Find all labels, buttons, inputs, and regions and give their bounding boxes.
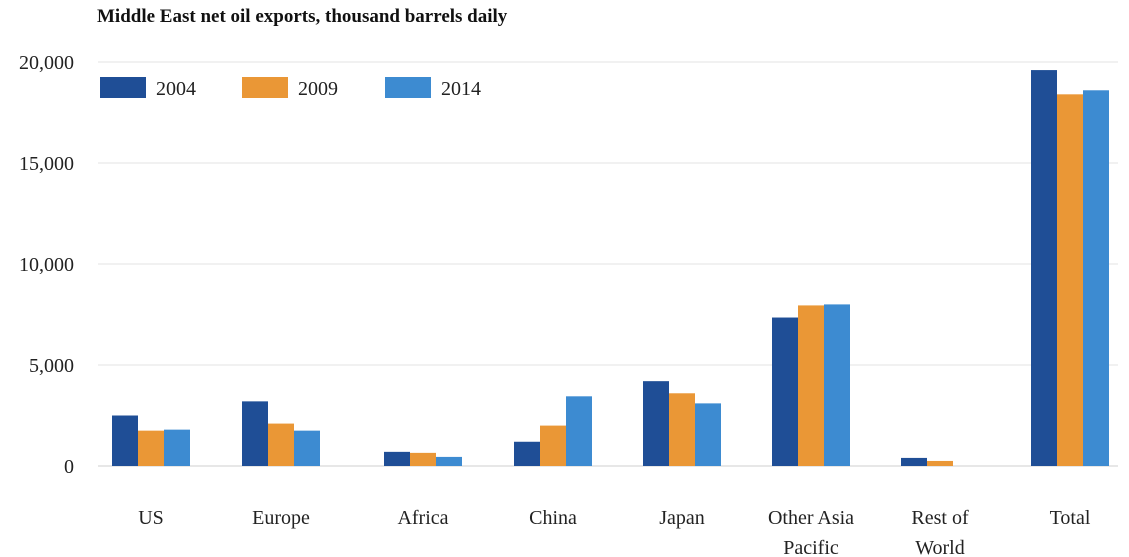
- x-tick-label: Rest of: [911, 507, 969, 529]
- bar-2004-7: [1031, 70, 1057, 466]
- bar-2014-4: [695, 403, 721, 466]
- bar-2009-2: [410, 452, 436, 466]
- bar-2009-3: [540, 425, 566, 466]
- y-tick-label: 15,000: [19, 153, 74, 175]
- bar-2009-7: [1057, 94, 1083, 466]
- x-tick-label: China: [529, 507, 577, 529]
- bar-2014-1: [294, 430, 320, 466]
- bar-2004-0: [112, 415, 138, 466]
- bar-2004-2: [384, 451, 410, 466]
- x-tick-label: Europe: [252, 507, 310, 529]
- bar-2009-4: [669, 393, 695, 466]
- legend-swatch-2004: [100, 77, 146, 98]
- y-tick-label: 10,000: [19, 254, 74, 276]
- legend-swatch-2014: [385, 77, 431, 98]
- x-tick-label: Japan: [659, 507, 705, 529]
- bar-2004-4: [643, 381, 669, 466]
- bar-2014-5: [824, 304, 850, 466]
- y-tick-label: 5,000: [29, 355, 74, 377]
- bar-2014-7: [1083, 90, 1109, 466]
- bar-2009-5: [798, 305, 824, 466]
- legend-label-2004: 2004: [156, 78, 196, 100]
- x-tick-label: Africa: [397, 507, 448, 529]
- y-tick-label: 0: [64, 456, 74, 478]
- x-tick-label: US: [138, 507, 164, 529]
- legend-label-2009: 2009: [298, 78, 338, 100]
- bar-2009-6: [927, 460, 953, 466]
- bar-2009-1: [268, 423, 294, 466]
- legend-swatch-2009: [242, 77, 288, 98]
- x-tick-label: Pacific: [783, 537, 839, 557]
- bar-2004-1: [242, 401, 268, 466]
- bar-2004-3: [514, 441, 540, 466]
- bar-2009-0: [138, 430, 164, 466]
- x-tick-label: World: [915, 537, 965, 557]
- y-tick-label: 20,000: [19, 52, 74, 74]
- x-tick-label: Other Asia: [768, 507, 854, 529]
- bar-2014-2: [436, 456, 462, 466]
- bar-2014-0: [164, 429, 190, 466]
- chart-title: Middle East net oil exports, thousand ba…: [97, 6, 508, 27]
- x-tick-label: Total: [1050, 507, 1091, 529]
- bar-2014-3: [566, 396, 592, 466]
- bar-2004-5: [772, 317, 798, 466]
- bar-2004-6: [901, 457, 927, 466]
- legend-label-2014: 2014: [441, 78, 481, 100]
